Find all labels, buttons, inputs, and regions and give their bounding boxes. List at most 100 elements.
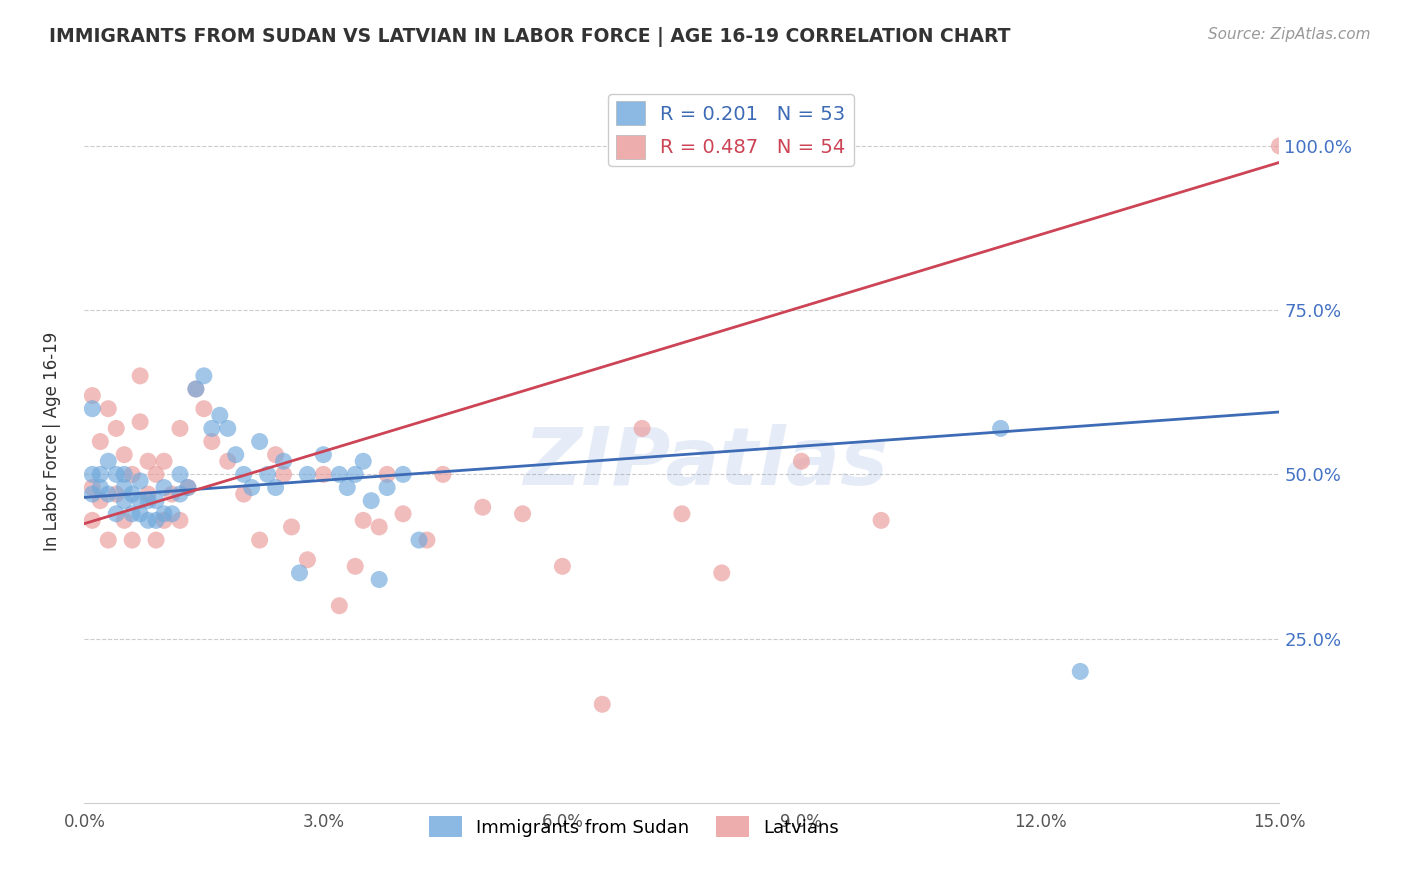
Point [97, 401, 120, 416]
Point [1268, 139, 1291, 153]
Point [145, 513, 167, 527]
Point [432, 467, 454, 482]
Point [121, 533, 143, 547]
Point [240, 481, 263, 495]
Point [280, 520, 302, 534]
Point [375, 467, 398, 482]
Point [249, 434, 271, 449]
Point [129, 368, 152, 383]
Point [328, 599, 350, 613]
Point [153, 507, 176, 521]
Point [184, 382, 207, 396]
Point [193, 368, 215, 383]
Point [112, 448, 135, 462]
Point [136, 454, 159, 468]
Point [344, 467, 367, 482]
Point [136, 513, 159, 527]
Point [129, 474, 152, 488]
Legend: Immigrants from Sudan, Latvians: Immigrants from Sudan, Latvians [422, 809, 846, 845]
Point [710, 566, 733, 580]
Point [153, 481, 176, 495]
Point [121, 507, 143, 521]
Point [671, 507, 693, 521]
Point [129, 493, 152, 508]
Point [232, 487, 254, 501]
Point [368, 520, 391, 534]
Point [121, 467, 143, 482]
Y-axis label: In Labor Force | Age 16-19: In Labor Force | Age 16-19 [42, 332, 60, 551]
Point [105, 507, 128, 521]
Text: IMMIGRANTS FROM SUDAN VS LATVIAN IN LABOR FORCE | AGE 16-19 CORRELATION CHART: IMMIGRANTS FROM SUDAN VS LATVIAN IN LABO… [49, 27, 1011, 46]
Point [249, 533, 271, 547]
Point [105, 487, 128, 501]
Point [225, 448, 247, 462]
Point [416, 533, 439, 547]
Point [105, 467, 128, 482]
Point [193, 401, 215, 416]
Point [105, 421, 128, 435]
Point [97, 454, 120, 468]
Point [408, 533, 430, 547]
Point [217, 454, 239, 468]
Point [297, 553, 319, 567]
Point [201, 421, 224, 435]
Point [169, 513, 191, 527]
Point [512, 507, 534, 521]
Point [344, 559, 367, 574]
Point [82, 467, 104, 482]
Point [232, 467, 254, 482]
Point [790, 454, 813, 468]
Point [312, 467, 335, 482]
Point [631, 421, 654, 435]
Point [368, 573, 391, 587]
Point [169, 421, 191, 435]
Point [471, 500, 494, 515]
Point [89, 493, 111, 508]
Point [112, 481, 135, 495]
Point [177, 481, 200, 495]
Point [328, 467, 350, 482]
Point [177, 481, 200, 495]
Point [288, 566, 311, 580]
Point [169, 487, 191, 501]
Point [201, 434, 224, 449]
Point [352, 454, 374, 468]
Point [129, 415, 152, 429]
Point [1069, 665, 1091, 679]
Point [352, 513, 374, 527]
Point [990, 421, 1012, 435]
Point [551, 559, 574, 574]
Point [273, 467, 295, 482]
Point [208, 409, 231, 423]
Point [336, 481, 359, 495]
Point [591, 698, 613, 712]
Point [392, 467, 415, 482]
Point [297, 467, 319, 482]
Point [89, 434, 111, 449]
Point [870, 513, 893, 527]
Point [112, 513, 135, 527]
Point [273, 454, 295, 468]
Point [217, 421, 239, 435]
Point [392, 507, 415, 521]
Point [360, 493, 382, 508]
Point [145, 467, 167, 482]
Point [97, 487, 120, 501]
Point [312, 448, 335, 462]
Point [82, 481, 104, 495]
Point [264, 481, 287, 495]
Point [112, 493, 135, 508]
Point [112, 467, 135, 482]
Point [145, 533, 167, 547]
Point [160, 507, 183, 521]
Point [184, 382, 207, 396]
Point [129, 507, 152, 521]
Point [136, 493, 159, 508]
Point [121, 487, 143, 501]
Point [89, 481, 111, 495]
Text: Source: ZipAtlas.com: Source: ZipAtlas.com [1208, 27, 1371, 42]
Point [264, 448, 287, 462]
Point [82, 388, 104, 402]
Point [153, 513, 176, 527]
Point [375, 481, 398, 495]
